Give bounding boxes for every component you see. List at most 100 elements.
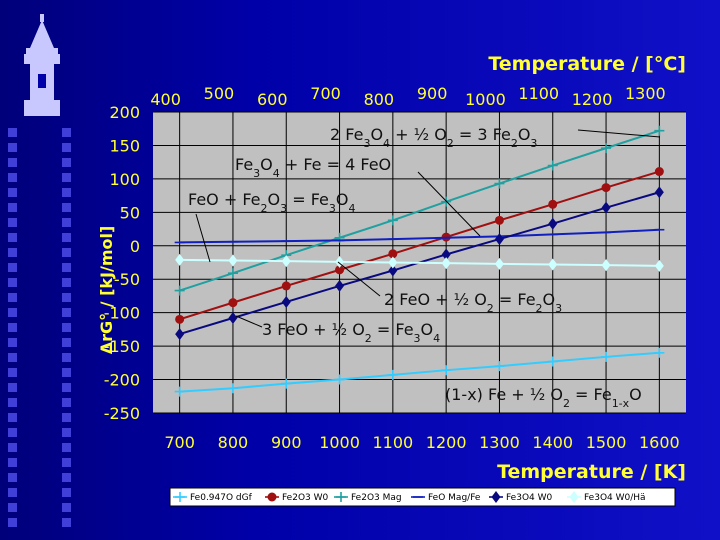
data-point: [175, 328, 185, 341]
legend-label: FeO Mag/Fe: [428, 493, 481, 503]
annotations: 2 Fe3O4 + ½ O2 = 3 Fe2O3 Fe3O4 + Fe = 4 F…: [188, 125, 661, 410]
sidebar-square: [8, 368, 17, 377]
sidebar-square: [8, 188, 17, 197]
sidebar-square: [62, 398, 71, 407]
legend-item: Fe2O3 Mag: [334, 492, 402, 503]
legend-label: Fe3O4 W0: [506, 493, 553, 503]
y-tick-label: 200: [109, 103, 140, 122]
sidebar-square: [62, 143, 71, 152]
data-point: [601, 201, 611, 214]
y-axis-title: ΔrG° / [kJ/mol]: [97, 226, 116, 355]
sidebar-square: [62, 473, 71, 482]
top-tick-label: 1200: [572, 90, 613, 109]
annotation-leader: [337, 261, 381, 297]
data-point: [491, 491, 501, 503]
sidebar-square: [62, 443, 71, 452]
sidebar-square: [8, 413, 17, 422]
x-tick-label: 1500: [586, 433, 627, 452]
sidebar-square: [62, 203, 71, 212]
data-point: [388, 264, 398, 277]
legend-label: Fe0.947O dGf: [190, 493, 253, 503]
sidebar-square: [62, 383, 71, 392]
data-point: [494, 233, 504, 246]
top-tick-label: 400: [150, 90, 181, 109]
series-line: [179, 129, 660, 292]
x-tick-label: 800: [218, 433, 249, 452]
sidebar-square: [8, 233, 17, 242]
sidebar-square: [8, 173, 17, 182]
annotation-label: 3 FeO + ½ O2 = Fe3O4: [262, 320, 440, 345]
series-line: [179, 258, 660, 267]
legend-label: Fe3O4 W0/Hä: [584, 493, 646, 503]
data-point: [601, 143, 612, 154]
annotation-label: FeO + Fe2O3 = Fe3O4: [188, 190, 355, 215]
legend-item: FeO Mag/Fe: [411, 493, 481, 503]
sidebar-square: [8, 383, 17, 392]
data-point: [654, 125, 665, 136]
data-point: [547, 160, 558, 171]
y-tick-label: 0: [130, 237, 140, 256]
x-tick-label: 1300: [479, 433, 520, 452]
data-point: [281, 281, 291, 291]
legend-label: Fe2O3 Mag: [351, 493, 402, 503]
legend-item: Fe3O4 W0/Hä: [567, 491, 646, 503]
x-tick-label: 1000: [319, 433, 360, 452]
sidebar-square: [62, 428, 71, 437]
sidebar-square: [8, 338, 17, 347]
sidebar-square: [62, 323, 71, 332]
sidebar-square: [8, 278, 17, 287]
sidebar-square: [8, 263, 17, 272]
data-point: [174, 285, 185, 296]
sidebar-square: [8, 353, 17, 362]
sidebar-square: [62, 518, 71, 527]
data-point: [388, 256, 398, 269]
y-tick-label: -100: [104, 304, 140, 323]
sidebar-square: [8, 443, 17, 452]
series-lines: [174, 125, 665, 397]
sidebar-square: [62, 413, 71, 422]
sidebar-square: [62, 278, 71, 287]
data-point: [387, 369, 398, 380]
data-point: [175, 253, 185, 266]
top-tick-label: 1300: [625, 84, 666, 103]
data-point: [228, 254, 238, 267]
y-tick-label: 100: [109, 170, 140, 189]
sidebar-square: [8, 218, 17, 227]
y-tick-label: 150: [109, 136, 140, 155]
data-point: [548, 199, 558, 209]
data-point: [227, 383, 238, 394]
sidebar-square: [8, 503, 17, 512]
series: [174, 347, 665, 397]
series: [175, 167, 664, 324]
x-tick-label: 900: [271, 433, 302, 452]
sidebar-square: [62, 173, 71, 182]
y-tick-label: -150: [104, 337, 140, 356]
data-point: [281, 255, 291, 268]
sidebar-square: [62, 353, 71, 362]
data-point: [175, 314, 185, 324]
sidebar-square: [62, 458, 71, 467]
y-tick-label: -50: [114, 270, 140, 289]
data-point: [494, 178, 505, 189]
sidebar-square: [8, 128, 17, 137]
data-point: [174, 386, 185, 397]
legend-item: Fe2O3 W0: [265, 492, 329, 503]
sidebar-square: [62, 368, 71, 377]
x-tick-label: 1100: [372, 433, 413, 452]
x-tick-label: 700: [164, 433, 195, 452]
series-line: [179, 351, 660, 393]
sidebar-square: [8, 428, 17, 437]
tower-logo: [24, 14, 60, 116]
data-point: [441, 257, 451, 270]
sidebar-square: [62, 308, 71, 317]
sidebar-square: [8, 473, 17, 482]
x-tick-label: 1600: [639, 433, 680, 452]
y-tick-label: 50: [120, 203, 140, 222]
annotation-leader: [577, 129, 661, 138]
top-axis-title: Temperature / [°C]: [488, 53, 686, 75]
sidebar-square: [8, 158, 17, 167]
sidebar-square: [62, 128, 71, 137]
data-point: [441, 365, 452, 376]
data-point: [654, 167, 664, 177]
